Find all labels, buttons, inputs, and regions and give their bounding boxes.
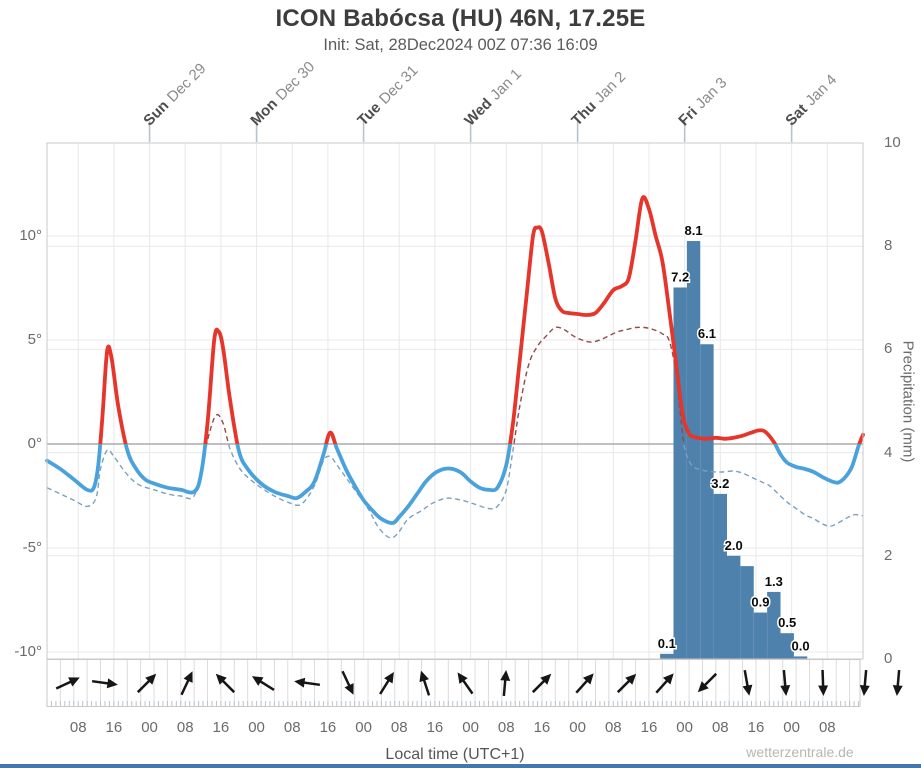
precip-bar [660, 653, 674, 659]
wind-arrow [531, 673, 552, 694]
time-tick-label: 08 [390, 719, 408, 736]
precip-bar [700, 344, 714, 659]
precip-bar [767, 591, 781, 659]
temperature-curve [45, 444, 862, 525]
wind-arrow [251, 676, 275, 691]
wind-strip [46, 659, 861, 707]
time-tick-label: 00 [676, 719, 693, 736]
precip-tick-label: 0 [884, 650, 893, 667]
time-tick-label: 16 [533, 719, 551, 736]
precip-bar [753, 612, 768, 659]
time-tick-label: 16 [426, 719, 444, 736]
time-tick-label: 08 [176, 719, 194, 736]
wind-arrow [742, 669, 753, 696]
precip-value-label: 6.1 [698, 326, 716, 341]
wind-arrow [500, 670, 511, 697]
dewpoint-curve [206, 326, 685, 444]
precip-tick-label: 6 [884, 340, 893, 358]
wind-arrow [616, 673, 637, 694]
precip-value-label: 0.9 [751, 595, 769, 610]
time-tick-label: 16 [640, 719, 658, 736]
wind-arrow [575, 673, 594, 694]
wind-arrow [379, 671, 394, 695]
wind-arrow [818, 669, 829, 696]
time-tick-label: 08 [69, 719, 87, 736]
time-tick-label: 16 [747, 719, 765, 736]
time-tick-label: 16 [105, 719, 123, 736]
wind-arrow [91, 678, 118, 689]
wind-arrow [215, 673, 236, 694]
wind-arrow [136, 673, 157, 694]
wind-arrow [892, 669, 903, 696]
wind-arrow [655, 673, 674, 694]
time-tick-label: 00 [141, 719, 158, 736]
time-tick-label: 08 [711, 719, 729, 736]
precip-value-label: 7.2 [671, 269, 689, 284]
precip-value-label: 0.0 [792, 638, 810, 653]
init-subtitle: Init: Sat, 28Dec2024 00Z 07:36 16:09 [323, 36, 598, 54]
temp-tick-label: 0° [27, 435, 42, 452]
time-tick-label: 00 [783, 719, 800, 736]
time-tick-label: 00 [248, 719, 265, 736]
page-title: ICON Babócsa (HU) 46N, 17.25E [275, 5, 646, 32]
precip-tick-label: 8 [884, 237, 893, 255]
footer-bar [0, 764, 921, 768]
precip-bar [727, 555, 741, 659]
precip-bar [740, 566, 754, 659]
precip-value-label: 0.5 [778, 615, 796, 630]
time-tick-label: 08 [818, 719, 836, 736]
wind-arrow [780, 669, 791, 696]
time-tick-label: 16 [212, 719, 230, 736]
x-axis-title: Local time (UTC+1) [385, 746, 525, 763]
wind-arrow [697, 672, 718, 693]
precip-bar [686, 241, 701, 660]
wind-arrow [859, 669, 870, 696]
wind-arrow [180, 671, 193, 696]
time-tick-label: 00 [569, 719, 586, 736]
precip-bar [793, 656, 808, 659]
time-tick-label: 08 [604, 719, 622, 736]
wind-arrow [341, 670, 354, 695]
time-tick-label: 00 [355, 719, 372, 736]
dewpoint-curve [46, 444, 864, 539]
precip-tick-label: 2 [884, 546, 893, 564]
temp-tick-label: -10° [14, 643, 42, 660]
time-tick-label: 08 [283, 719, 301, 736]
precip-tick-label: 4 [884, 443, 893, 461]
precip-bar [713, 493, 727, 659]
wind-arrow [457, 672, 474, 695]
precip-value-label: 2.0 [725, 538, 743, 553]
time-tick-label: 08 [497, 719, 515, 736]
time-tick-label: 00 [462, 719, 479, 736]
temp-tick-label: 10° [19, 227, 42, 244]
wind-arrow [55, 677, 80, 690]
precip-bar [673, 287, 687, 659]
wind-arrow [419, 670, 431, 696]
temp-tick-label: 5° [27, 331, 42, 348]
precip-value-label: 1.3 [765, 574, 783, 589]
precip-value-label: 8.1 [685, 223, 703, 238]
precip-bar [780, 633, 794, 659]
wind-arrow [294, 677, 321, 688]
precip-value-label: 3.2 [711, 476, 729, 491]
time-tick-label: 16 [319, 719, 337, 736]
temperature-curve [98, 195, 865, 444]
watermark: wetterzentrale.de [746, 744, 854, 760]
precip-tick-label: 10 [884, 134, 901, 151]
right-axis-title: Precipitation (mm) [899, 340, 917, 463]
temp-tick-label: -5° [22, 539, 42, 556]
precip-value-label: 0.1 [658, 636, 676, 651]
